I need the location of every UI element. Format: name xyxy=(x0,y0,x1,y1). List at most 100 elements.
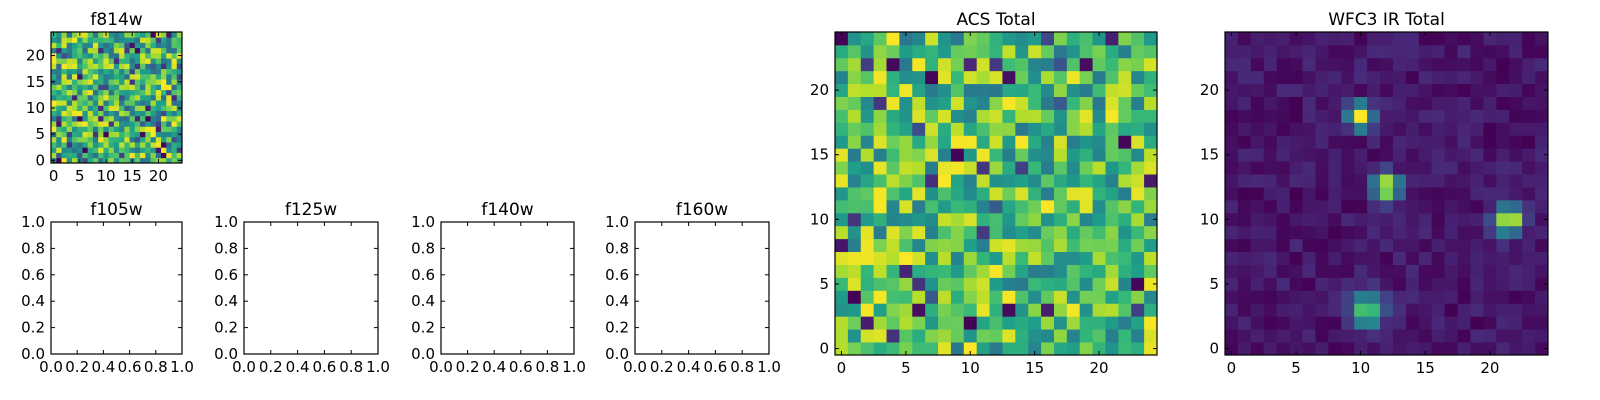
heatmap-cell xyxy=(1302,264,1316,278)
heatmap-cell xyxy=(108,115,115,122)
heatmap-cell xyxy=(1053,251,1068,265)
heatmap-cell xyxy=(1457,187,1471,201)
heatmap-cell xyxy=(899,212,913,227)
heatmap-cell xyxy=(989,135,1003,149)
heatmap-cell xyxy=(1418,161,1433,175)
heatmap-cell xyxy=(1237,135,1252,149)
heatmap-cell xyxy=(1053,212,1068,227)
heatmap-cell xyxy=(134,42,141,49)
heatmap-cell xyxy=(976,96,990,110)
heatmap-cell xyxy=(92,142,99,148)
heatmap-cell xyxy=(1041,316,1055,330)
heatmap-cell xyxy=(835,70,849,85)
heatmap-cell xyxy=(886,264,900,278)
y-tick-label: 0 xyxy=(819,340,829,358)
heatmap-cell xyxy=(1028,57,1042,72)
heatmap-cell xyxy=(1328,83,1342,97)
heatmap-cell xyxy=(1470,238,1484,253)
heatmap-cell xyxy=(1105,122,1119,136)
heatmap-cell xyxy=(1470,148,1484,162)
heatmap-cell xyxy=(145,37,151,43)
heatmap-cell xyxy=(1079,238,1093,253)
heatmap-cell xyxy=(1496,70,1510,85)
heatmap-cell xyxy=(1354,316,1368,330)
heatmap-cell xyxy=(835,342,849,356)
heatmap-cell xyxy=(976,199,990,214)
heatmap-cell xyxy=(1002,342,1016,356)
heatmap-cell xyxy=(1015,277,1029,291)
heatmap-cell xyxy=(108,94,115,101)
heatmap-cell xyxy=(61,42,68,49)
heatmap-cell xyxy=(1367,96,1381,110)
heatmap-cell xyxy=(989,290,1003,304)
heatmap-cell xyxy=(1392,264,1407,278)
heatmap-cell xyxy=(56,115,62,122)
heatmap-cell xyxy=(1535,303,1549,317)
heatmap-cell xyxy=(1144,32,1158,46)
heatmap-cell xyxy=(976,57,990,72)
heatmap-cell xyxy=(1367,238,1381,253)
heatmap-cell xyxy=(155,52,162,59)
heatmap-cell xyxy=(1002,316,1016,330)
heatmap-cells xyxy=(835,32,1158,356)
heatmap-cell xyxy=(989,174,1003,188)
heatmap-cell xyxy=(899,32,913,46)
heatmap-cell xyxy=(1444,44,1458,59)
heatmap-cell xyxy=(119,37,125,43)
heatmap-cell xyxy=(1028,199,1042,214)
heatmap-cell xyxy=(938,316,952,330)
heatmap-cell xyxy=(51,37,57,43)
heatmap-cell xyxy=(1237,303,1252,317)
heatmap-cell xyxy=(1131,161,1145,175)
heatmap-cell xyxy=(938,238,952,253)
heatmap-cell xyxy=(1066,187,1081,201)
heatmap-cell xyxy=(1237,277,1252,291)
x-tick-label: 0.4 xyxy=(286,358,310,376)
heatmap-cell xyxy=(171,37,178,43)
heatmap-cell xyxy=(835,290,849,304)
heatmap-cell xyxy=(1470,277,1484,291)
heatmap-cell xyxy=(1328,225,1342,240)
heatmap-cell xyxy=(1302,290,1316,304)
heatmap-cell xyxy=(51,136,57,143)
heatmap-cell xyxy=(1131,96,1145,110)
heatmap-cell xyxy=(176,121,183,127)
heatmap-cell xyxy=(150,110,157,117)
heatmap-cell xyxy=(87,136,94,143)
heatmap-cell xyxy=(1380,290,1394,304)
heatmap-cell xyxy=(1367,122,1381,136)
heatmap-cell xyxy=(1028,83,1042,97)
heatmap-cell xyxy=(1418,264,1433,278)
heatmap-cell xyxy=(1535,174,1549,188)
heatmap-cell xyxy=(71,157,78,164)
heatmap-cell xyxy=(1470,212,1484,227)
heatmap-cell xyxy=(134,136,141,143)
heatmap-cell xyxy=(1079,83,1093,97)
heatmap-cell xyxy=(145,68,151,75)
y-tick-label: 0.6 xyxy=(411,266,435,284)
heatmap-cell xyxy=(124,52,130,59)
heatmap-cell xyxy=(161,157,167,164)
heatmap-cell xyxy=(912,161,926,175)
heatmap-cell xyxy=(176,84,183,91)
heatmap-cell xyxy=(1092,342,1106,356)
heatmap-cell xyxy=(1041,342,1055,356)
heatmap-cell xyxy=(950,187,965,201)
heatmap-cell xyxy=(87,63,94,70)
heatmap-cell xyxy=(1041,212,1055,227)
heatmap-cell xyxy=(140,157,146,164)
heatmap-cell xyxy=(113,115,120,122)
heatmap-cell xyxy=(171,126,178,132)
heatmap-cell xyxy=(51,73,57,80)
heatmap-cell xyxy=(1302,57,1316,72)
heatmap-cell xyxy=(847,187,862,201)
heatmap-cell xyxy=(1118,303,1132,317)
heatmap-cell xyxy=(873,342,887,356)
heatmap-cell xyxy=(1457,135,1471,149)
heatmap-cell xyxy=(1380,174,1394,188)
heatmap-cell xyxy=(1225,225,1239,240)
heatmap-cell xyxy=(1276,83,1290,97)
heatmap-cell xyxy=(1509,148,1523,162)
heatmap-cell xyxy=(1105,148,1119,162)
